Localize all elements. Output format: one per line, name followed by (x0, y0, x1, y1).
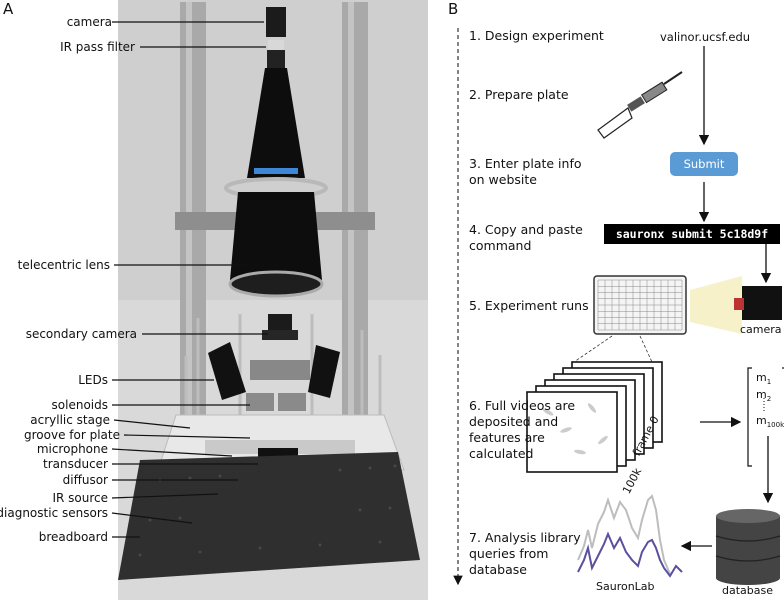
database-label: database (722, 584, 773, 597)
camera-label: camera (740, 323, 782, 336)
label-acrylic-stage: acryllic stage (30, 413, 110, 427)
command-text: sauronx submit 5c18d9f (615, 227, 769, 241)
step-3: 3. Enter plate info on website (469, 156, 582, 187)
left-rail (180, 2, 206, 472)
step-5: 5. Experiment runs (469, 298, 589, 313)
label-microphone: microphone (36, 442, 108, 456)
step-2: 2. Prepare plate (469, 87, 569, 102)
light-cone (690, 276, 742, 334)
telecentric-cone (247, 68, 305, 178)
workflow-diagram (453, 28, 784, 586)
step-4: 4. Copy and paste command (469, 222, 583, 253)
label-diffusor: diffusor (62, 473, 108, 487)
feature-vector (747, 367, 784, 467)
vector-m1: m1 (756, 371, 772, 387)
right-rail (342, 2, 368, 472)
label-breadboard: breadboard (38, 530, 108, 544)
vector-m100k: m100k (756, 414, 784, 430)
server-url: valinor.ucsf.edu (660, 30, 751, 44)
panel-a-letter: A (3, 0, 14, 18)
apparatus-photo (111, 0, 428, 600)
led-right (308, 345, 340, 398)
panel-b-letter: B (448, 0, 459, 18)
submit-button: Submit (683, 157, 725, 171)
camera-icon (734, 286, 782, 320)
library-label: SauronLab (596, 580, 655, 593)
label-secondary-camera: secondary camera (25, 327, 137, 341)
label-transducer: transducer (43, 457, 108, 471)
pipette-icon (597, 71, 683, 139)
label-diagnostic-sensors: diagnostic sensors (0, 506, 108, 520)
well-plate (593, 275, 687, 335)
step-7: 7. Analysis library queries from databas… (469, 530, 581, 577)
breadboard (118, 452, 420, 580)
step-6: 6. Full videos are deposited and feature… (469, 398, 576, 461)
label-groove-for-plate: groove for plate (24, 428, 120, 442)
video-frames (526, 361, 663, 473)
label-telecentric-lens: telecentric lens (17, 258, 110, 272)
camera-body (266, 7, 286, 37)
vector-m2: m2 (756, 388, 772, 404)
label-leds: LEDs (78, 373, 108, 387)
led-left (208, 342, 246, 400)
step-1: 1. Design experiment (469, 28, 604, 43)
trace-light (577, 494, 671, 575)
label-camera: camera (66, 15, 112, 29)
trace-dark (577, 531, 683, 578)
label-solenoids: solenoids (51, 398, 108, 412)
command-bar (604, 224, 780, 244)
database-icon (715, 509, 781, 585)
label-ir-pass-filter: IR pass filter (60, 40, 135, 54)
submit-button-shape (670, 152, 738, 176)
label-ir-source: IR source (52, 491, 108, 505)
